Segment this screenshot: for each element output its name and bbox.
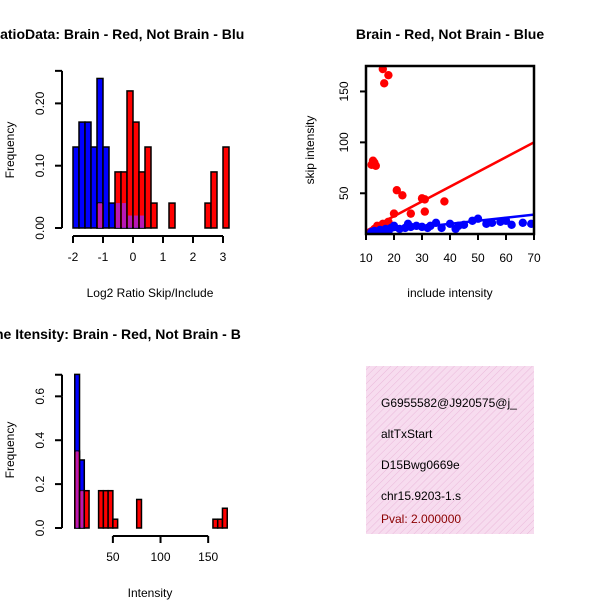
info-line-probe: D15Bwg0669e <box>381 458 460 472</box>
info-panel-background <box>366 366 534 534</box>
scatter-red-point <box>406 209 415 218</box>
ratio-x-tick-label: 0 <box>130 250 137 264</box>
ratio-overlap-bar <box>116 203 120 228</box>
ratio-overlap-bar <box>128 215 132 228</box>
scatter-blue-point <box>518 218 527 227</box>
scatter-red-fit-line <box>366 141 534 233</box>
ratio-red-bar <box>144 146 152 229</box>
ratio-y-tick-label: 0.20 <box>33 91 47 115</box>
intensity-histogram-title: ne Itensity: Brain - Red, Not Brain - B <box>0 326 241 342</box>
ratio-red-bar <box>168 202 176 229</box>
ratio-blue-bar <box>108 202 116 229</box>
intensity-red-bar <box>221 507 228 529</box>
ratio-red-bar <box>204 202 212 229</box>
scatter-x-tick-label: 10 <box>359 251 373 265</box>
scatter-blue-fit-line <box>366 213 534 234</box>
intensity-scatter-axes: 10 20 30 40 50 60 70 50 100 150 <box>337 64 541 265</box>
scatter-red-point <box>384 70 393 80</box>
scatter-red-point <box>371 161 380 170</box>
ratio-red-bar <box>126 90 134 229</box>
intensity-scatter-title: Brain - Red, Not Brain - Blue <box>356 26 544 42</box>
intensity-histogram-xlabel: Intensity <box>128 586 173 600</box>
ratio-red-bar <box>150 202 158 229</box>
scatter-red-point <box>398 191 407 200</box>
scatter-x-tick-label: 40 <box>443 251 457 265</box>
scatter-red-point <box>380 79 389 88</box>
ratio-x-tick-label: -1 <box>98 250 109 264</box>
intensity-scatter-ylabel: skip intensity <box>303 116 317 185</box>
ratio-overlap-bar <box>140 215 144 228</box>
ratio-x-tick-label: 2 <box>190 250 197 264</box>
ratio-blue-bar <box>90 146 98 229</box>
intensity-y-tick-label: 0.2 <box>33 475 47 492</box>
info-line-pval: Pval: 2.000000 <box>381 512 461 526</box>
ratio-histogram-ylabel: Frequency <box>3 122 17 179</box>
intensity-red-bar <box>107 489 114 529</box>
intensity-overlap-bar <box>80 490 84 528</box>
ratio-histogram: RatioData: Brain - Red, Not Brain - Blu … <box>0 26 244 300</box>
ratio-histogram-axes: -2 -1 0 1 2 3 0.00 0.10 0.20 <box>33 69 227 264</box>
ratio-red-bar <box>132 121 140 229</box>
scatter-x-tick-label: 70 <box>527 251 541 265</box>
intensity-overlap-bar <box>75 451 79 528</box>
scatter-blue-point <box>507 220 516 230</box>
scatter-red-point <box>392 186 401 195</box>
ratio-overlap-bar <box>98 203 102 228</box>
ratio-x-tick-label: -2 <box>68 250 79 264</box>
intensity-histogram-bars <box>74 373 228 529</box>
intensity-red-bar <box>135 498 143 529</box>
scatter-x-tick-label: 30 <box>415 251 429 265</box>
info-line-event-type: altTxStart <box>381 427 433 441</box>
scatter-x-tick-label: 20 <box>387 251 401 265</box>
ratio-histogram-title: RatioData: Brain - Red, Not Brain - Blu <box>0 26 244 42</box>
ratio-blue-bar <box>72 146 80 229</box>
intensity-x-tick-label: 150 <box>198 550 218 564</box>
ratio-x-tick-label: 3 <box>220 250 227 264</box>
ratio-blue-bar <box>102 146 110 229</box>
ratio-overlap-bar <box>122 203 126 228</box>
intensity-scatter: Brain - Red, Not Brain - Blue include in… <box>303 26 544 300</box>
scatter-x-tick-label: 60 <box>499 251 513 265</box>
scatter-plot-area <box>366 66 534 234</box>
intensity-scatter-xlabel: include intensity <box>407 286 492 300</box>
intensity-red-bar <box>83 489 90 529</box>
intensity-y-tick-label: 0.6 <box>33 388 47 405</box>
ratio-x-tick-label: 1 <box>160 250 167 264</box>
intensity-histogram-axes: 50 100 150 0.0 0.2 0.4 0.6 <box>33 373 219 564</box>
ratio-red-bar <box>222 146 230 229</box>
intensity-y-tick-label: 0.0 <box>33 519 47 536</box>
intensity-red-bar <box>112 518 119 529</box>
scatter-red-point <box>440 197 449 206</box>
ratio-y-tick-label: 0.10 <box>33 154 47 178</box>
intensity-scatter-marks <box>366 66 534 234</box>
intensity-histogram-ylabel: Frequency <box>3 422 17 479</box>
scatter-y-tick-label: 50 <box>337 186 351 200</box>
scatter-y-tick-label: 150 <box>337 81 351 101</box>
ratio-blue-bar <box>84 121 92 229</box>
scatter-blue-point <box>527 219 534 229</box>
ratio-overlap-bar <box>134 215 138 228</box>
info-line-gene-id: G6955582@J920575@j_ <box>381 396 517 410</box>
ratio-red-bar <box>210 171 218 229</box>
ratio-blue-bar <box>78 121 86 229</box>
intensity-histogram: ne Itensity: Brain - Red, Not Brain - B … <box>0 326 241 600</box>
scatter-y-tick-label: 100 <box>337 132 351 152</box>
info-panel: G6955582@J920575@j_ altTxStart D15Bwg066… <box>366 366 534 534</box>
info-line-location: chr15.9203-1.s <box>381 489 461 503</box>
intensity-x-tick-label: 50 <box>106 550 120 564</box>
intensity-y-tick-label: 0.4 <box>33 432 47 449</box>
ratio-y-tick-label: 0.00 <box>33 216 47 240</box>
ratio-histogram-xlabel: Log2 Ratio Skip/Include <box>87 286 214 300</box>
scatter-x-tick-label: 50 <box>471 251 485 265</box>
scatter-red-point <box>420 207 429 216</box>
scatter-frame <box>364 64 536 236</box>
intensity-x-tick-label: 100 <box>151 550 171 564</box>
ratio-histogram-bars <box>72 77 230 229</box>
scatter-red-point <box>378 66 387 74</box>
